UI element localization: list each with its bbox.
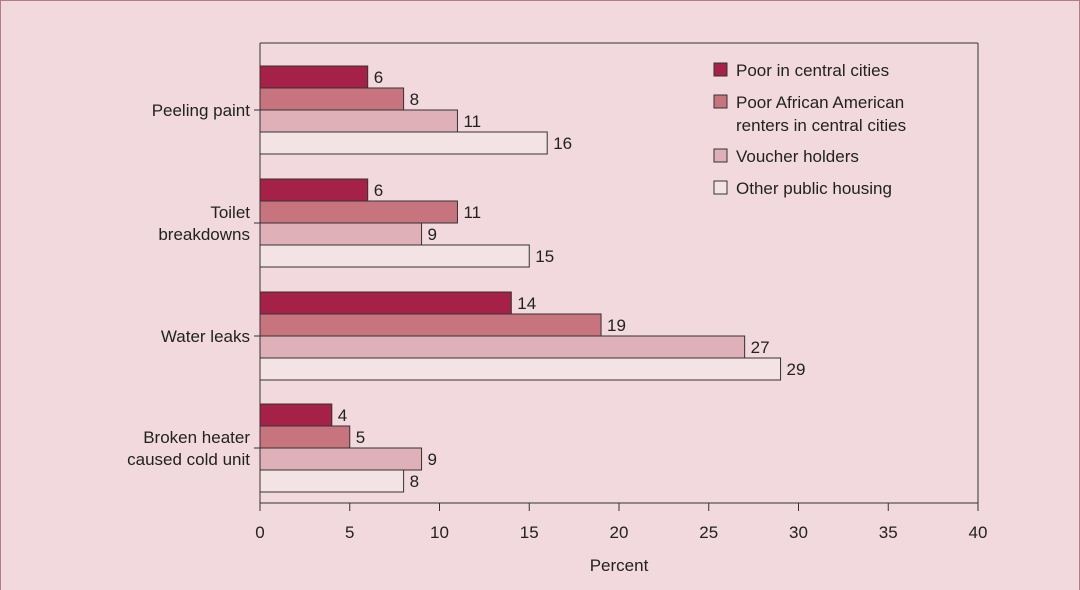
data-label: 4 <box>338 406 347 425</box>
data-label: 11 <box>463 203 481 222</box>
x-tick-label: 25 <box>699 523 718 542</box>
data-label: 16 <box>553 134 572 153</box>
legend-swatch <box>713 180 728 195</box>
bar <box>259 65 369 89</box>
data-label: 8 <box>410 472 419 491</box>
legend-swatch <box>713 94 728 109</box>
x-tick-label: 35 <box>879 523 898 542</box>
data-label: 8 <box>410 90 419 109</box>
legend-swatch <box>713 62 728 77</box>
x-tick-label: 5 <box>345 523 354 542</box>
bar <box>259 335 746 359</box>
data-label: 11 <box>463 112 481 131</box>
x-tick-label: 40 <box>969 523 988 542</box>
legend-label: Voucher holders <box>736 147 859 166</box>
bar <box>259 425 351 449</box>
bar <box>259 313 602 337</box>
data-label: 6 <box>374 181 383 200</box>
x-tick-label: 10 <box>430 523 449 542</box>
x-tick-label: 30 <box>789 523 808 542</box>
data-label: 29 <box>787 360 806 379</box>
bar <box>259 447 423 471</box>
legend-label: renters in central cities <box>736 116 906 135</box>
legend-label: Poor African American <box>736 93 904 112</box>
bar <box>259 109 458 133</box>
category-label: Broken heater <box>143 428 250 447</box>
category-label: caused cold unit <box>127 450 250 469</box>
data-label: 9 <box>428 225 437 244</box>
data-label: 15 <box>535 247 554 266</box>
data-label: 27 <box>751 338 770 357</box>
bar <box>259 357 782 381</box>
category-label: Water leaks <box>161 327 250 346</box>
legend-label: Poor in central cities <box>736 61 889 80</box>
data-label: 9 <box>428 450 437 469</box>
x-tick-label: 20 <box>610 523 629 542</box>
bar <box>259 87 405 111</box>
panel-border-left <box>0 0 1 590</box>
bar <box>259 291 512 315</box>
data-label: 14 <box>517 294 536 313</box>
x-tick-label: 15 <box>520 523 539 542</box>
legend-label: Other public housing <box>736 179 892 198</box>
x-axis-title: Percent <box>590 556 649 575</box>
bar <box>259 244 530 268</box>
category-label: Peeling paint <box>152 101 251 120</box>
data-label: 5 <box>356 428 365 447</box>
bar <box>259 469 405 493</box>
data-label: 6 <box>374 68 383 87</box>
x-tick-label: 0 <box>255 523 264 542</box>
data-label: 19 <box>607 316 626 335</box>
category-label: Toilet <box>210 203 250 222</box>
category-label: breakdowns <box>158 225 250 244</box>
bar <box>259 222 423 246</box>
bar <box>259 131 548 155</box>
bar <box>259 178 369 202</box>
bar <box>259 200 458 224</box>
bar <box>259 403 333 427</box>
panel-border-top <box>0 0 1080 1</box>
legend-swatch <box>713 148 728 163</box>
